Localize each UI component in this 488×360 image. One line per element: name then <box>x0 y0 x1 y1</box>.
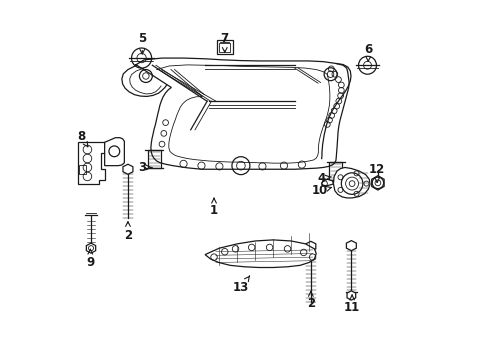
Bar <box>329 162 342 180</box>
Text: 4: 4 <box>317 172 330 185</box>
Text: 2: 2 <box>306 291 314 310</box>
Text: 3: 3 <box>138 161 152 174</box>
Polygon shape <box>104 138 124 166</box>
Polygon shape <box>321 179 333 186</box>
Text: 8: 8 <box>77 130 88 147</box>
Polygon shape <box>333 167 369 198</box>
Polygon shape <box>346 240 356 251</box>
Polygon shape <box>135 58 348 169</box>
Text: 13: 13 <box>232 276 249 294</box>
Text: 12: 12 <box>368 163 385 183</box>
Bar <box>217 40 232 54</box>
Text: 1: 1 <box>209 198 218 217</box>
Bar <box>219 42 230 51</box>
Polygon shape <box>86 243 96 253</box>
Bar <box>79 165 86 174</box>
Polygon shape <box>122 164 133 174</box>
Text: 6: 6 <box>364 42 371 62</box>
Text: 9: 9 <box>86 249 94 269</box>
Polygon shape <box>305 241 315 251</box>
Polygon shape <box>204 240 316 267</box>
Text: 2: 2 <box>123 222 132 242</box>
Polygon shape <box>78 142 104 184</box>
Text: 7: 7 <box>220 32 228 52</box>
Bar <box>147 150 160 168</box>
Polygon shape <box>346 291 355 300</box>
Text: 5: 5 <box>138 32 146 54</box>
Text: 10: 10 <box>311 184 330 197</box>
Text: 11: 11 <box>343 295 360 314</box>
